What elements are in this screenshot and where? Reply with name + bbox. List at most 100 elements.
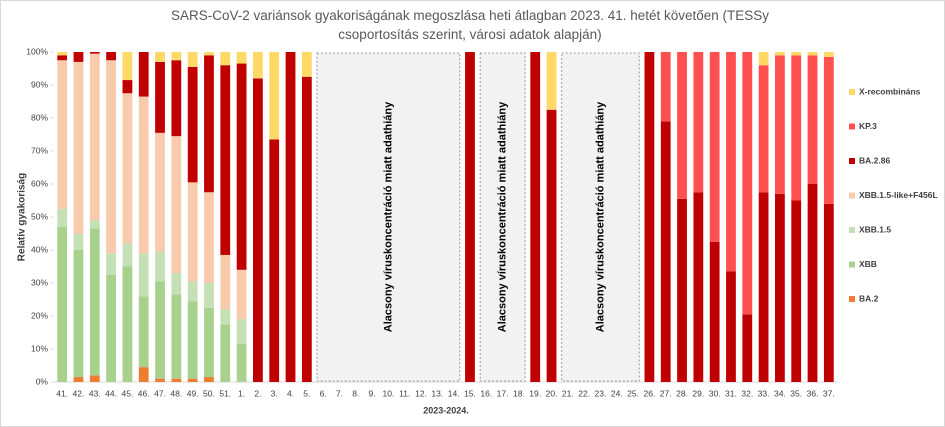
annotation: Alacsony víruskoncentráció miatt adathiá… [382, 101, 394, 332]
y-tick-label: 0% [36, 376, 49, 386]
x-tick-label: 51. [219, 388, 231, 398]
x-tick-label: 23. [595, 388, 607, 398]
bar-segment [89, 228, 100, 376]
x-tick-label: 13. [431, 388, 443, 398]
bar-segment [236, 319, 247, 345]
y-tick-label: 70% [31, 145, 48, 155]
bar-segment [220, 309, 231, 325]
bar-segment [807, 184, 818, 382]
bar-segment [758, 52, 769, 66]
legend-swatch [849, 192, 855, 199]
bar-segment [122, 243, 133, 267]
legend-label: BA.2 [859, 293, 879, 303]
bar-segment [220, 254, 231, 310]
bar-segment [171, 52, 182, 61]
bar-segment [122, 52, 133, 81]
y-axis-label: Relatív gyakoriság [17, 173, 28, 261]
bar-segment [253, 78, 263, 383]
x-tick-label: 20. [546, 388, 558, 398]
y-tick-label: 90% [31, 79, 48, 89]
bar-segment [171, 378, 182, 382]
x-tick-label: 22. [578, 388, 590, 398]
x-tick-label: 36. [807, 388, 819, 398]
bar-segment [57, 226, 68, 382]
x-tick-label: 8. [352, 388, 359, 398]
x-tick-label: 16. [480, 388, 492, 398]
bar-segment [187, 301, 198, 379]
bar-segment [807, 55, 818, 184]
bar-segment [73, 52, 84, 62]
bar-segment [530, 52, 541, 382]
x-tick-label: 18. [513, 388, 525, 398]
bar-segment [775, 193, 785, 382]
legend-swatch [849, 89, 855, 95]
bar-segment [742, 314, 753, 382]
bar-segment [57, 60, 68, 209]
bar-segment [89, 375, 100, 382]
bar-segment [301, 52, 312, 77]
y-tick-label: 40% [31, 244, 48, 254]
bar-segment [791, 52, 802, 56]
bar-segment [823, 203, 834, 382]
x-tick-label: 47. [154, 388, 166, 398]
x-tick-label: 7. [336, 388, 343, 398]
x-tick-label: 19. [529, 388, 541, 398]
bar-segment [138, 253, 149, 297]
bar-segment [204, 307, 214, 378]
chart-title: SARS-CoV-2 variánsok gyakoriságának mego… [170, 8, 770, 42]
bar-segment [758, 192, 769, 382]
x-tick-label: 24. [611, 388, 623, 398]
bar-segment [57, 52, 68, 56]
bar-segment [204, 52, 214, 56]
legend-swatch [849, 227, 855, 233]
bar-segment [253, 52, 263, 79]
x-tick-label: 25. [627, 388, 639, 398]
bar-segment [155, 61, 165, 133]
bar-segment [187, 52, 198, 67]
bar-segment [236, 344, 247, 382]
x-tick-label: 10. [382, 388, 394, 398]
bar-segment [89, 220, 100, 229]
bar-segment [709, 52, 720, 242]
bar-segment [204, 377, 214, 382]
bar-segment [187, 281, 198, 302]
bar-segment [693, 192, 704, 382]
bar-segment [546, 52, 557, 110]
bar-segment [236, 52, 247, 64]
bar-segment [171, 273, 182, 295]
bar-segment [204, 283, 214, 308]
legend-label: XBB.1.5 [859, 224, 891, 234]
x-tick-label: 29. [692, 388, 704, 398]
bar-segment [89, 53, 100, 221]
bar-segment [726, 271, 736, 382]
y-tick-label: 20% [31, 310, 48, 320]
bar-segment [138, 96, 149, 254]
bar-segment [155, 378, 165, 382]
x-tick-label: 21. [562, 388, 574, 398]
legend-label: X-recombináns [859, 86, 921, 96]
no-data-box [479, 52, 526, 382]
bar-segment [73, 250, 84, 378]
bar-segment [758, 65, 769, 193]
bar-segment [823, 52, 834, 57]
bar-segment [791, 55, 802, 201]
bar-segment [73, 233, 84, 250]
annotation: Alacsony víruskoncentráció miatt adathiá… [497, 101, 509, 332]
bar-segment [644, 52, 655, 382]
bar-segment [155, 281, 165, 379]
x-tick-label: 35. [790, 388, 802, 398]
bar-segment [57, 208, 68, 227]
x-tick-label: 1. [238, 388, 245, 398]
bar-segment [171, 136, 182, 274]
x-tick-label: 11. [399, 388, 410, 398]
bar-segment [546, 109, 557, 382]
bar-segment [742, 52, 753, 315]
bar-segment [122, 93, 133, 244]
bar-segment [122, 80, 133, 94]
bar-segment [775, 52, 785, 56]
bar-segment [73, 377, 84, 382]
x-tick-label: 50. [203, 388, 215, 398]
x-tick-label: 27. [660, 388, 672, 398]
x-tick-label: 4. [287, 388, 294, 398]
